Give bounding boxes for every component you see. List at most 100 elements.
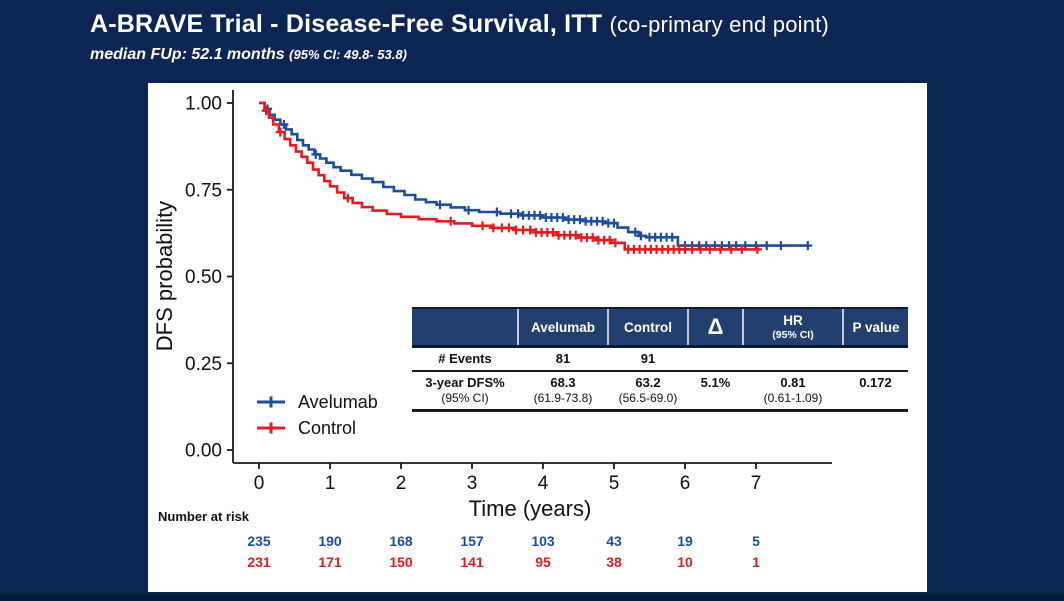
- censor-mark-avelumab: [636, 231, 646, 241]
- results-header-blank: [412, 307, 518, 348]
- results-header-delta: Δ: [687, 307, 743, 348]
- censor-mark-avelumab: [598, 216, 608, 226]
- title-paren: (co-primary end point): [609, 12, 830, 37]
- risk-count-control: 141: [460, 554, 484, 570]
- x-tick-label: 2: [396, 473, 407, 494]
- risk-count-avelumab: 168: [389, 533, 413, 549]
- subtitle-paren: (95% CI: 49.8- 53.8): [289, 47, 407, 62]
- censor-mark-control: [488, 223, 498, 233]
- y-tick-label: 0.75: [185, 180, 222, 201]
- dfs-hr: 0.81 (0.61-1.09): [743, 371, 843, 411]
- censor-mark-avelumab: [575, 215, 585, 225]
- chart-legend: Avelumab Control: [255, 389, 378, 441]
- number-at-risk-title: Number at risk: [158, 509, 250, 524]
- censor-mark-avelumab: [279, 120, 289, 129]
- km-survival-chart: 0 1 2 3 4 5 6 7 0.00 0.25 0.50 0.75 1.00 Time (years)…: [152, 90, 832, 521]
- empty-cell: [688, 346, 743, 372]
- dfs-avelumab-ci: (61.9-73.8): [533, 391, 593, 405]
- censor-mark-control: [610, 238, 620, 248]
- censor-mark-avelumab: [776, 241, 786, 251]
- censor-mark-control: [571, 230, 581, 240]
- results-header-avelumab: Avelumab: [517, 307, 608, 348]
- censor-mark-avelumab: [311, 149, 321, 159]
- censor-mark-avelumab: [558, 213, 568, 222]
- hr-ci-label: (95% CI): [772, 329, 814, 341]
- risk-count-control: 10: [677, 554, 693, 570]
- censor-mark-avelumab: [535, 210, 545, 220]
- risk-count-avelumab: 157: [460, 533, 484, 549]
- results-header-pvalue: P value: [842, 307, 908, 348]
- empty-cell: [743, 346, 843, 372]
- censor-mark-control: [548, 227, 558, 237]
- risk-count-avelumab: 43: [606, 533, 622, 549]
- km-plot-panel: 0 1 2 3 4 5 6 7 0.00 0.25 0.50 0.75 1.00 Time (years)…: [148, 83, 927, 592]
- censor-mark-control: [275, 127, 285, 137]
- risk-row-control: 231 171 150 141 95 38 10 1: [148, 554, 927, 571]
- results-row-events: # Events 81 91: [412, 346, 908, 372]
- legend-label-avelumab: Avelumab: [298, 391, 378, 412]
- legend-item-control: Control: [255, 415, 378, 441]
- slide-bottom-strip: [0, 594, 1064, 601]
- title-main: A-BRAVE Trial - Disease-Free Survival, I…: [90, 10, 603, 38]
- risk-count-avelumab: 5: [752, 533, 760, 549]
- censor-mark-control: [737, 244, 747, 254]
- empty-cell: [843, 346, 908, 372]
- results-header-row: Avelumab Control Δ HR (95% CI) P value: [412, 307, 908, 348]
- risk-count-control: 38: [606, 554, 622, 570]
- y-tick-label: 0.00: [185, 441, 222, 462]
- dfs-avelumab-value: 68.3: [550, 375, 576, 390]
- censor-mark-control: [343, 193, 353, 203]
- dfs-control-ci: (56.5-69.0): [618, 391, 678, 405]
- subtitle-main: median FUp: 52.1 months: [90, 46, 285, 63]
- dfs-avelumab: 68.3 (61.9-73.8): [518, 371, 608, 411]
- censor-mark-control: [261, 106, 271, 116]
- x-axis-title: Time (years): [469, 496, 592, 521]
- censor-mark-control: [446, 216, 456, 226]
- censor-mark-control: [726, 244, 736, 254]
- x-tick-label: 1: [325, 473, 336, 494]
- censor-mark-avelumab: [464, 205, 473, 215]
- dfs-pvalue: 0.172: [859, 375, 892, 390]
- dfs-delta: 5.1%: [700, 375, 731, 390]
- censor-mark-control: [605, 235, 615, 245]
- censor-mark-avelumab: [492, 207, 502, 217]
- risk-count-control: 231: [247, 554, 271, 570]
- dfs-label-sub: (95% CI): [441, 391, 489, 405]
- x-tick-label: 0: [254, 473, 265, 494]
- risk-count-avelumab: 235: [247, 533, 271, 549]
- risk-count-control: 1: [752, 554, 760, 570]
- censor-mark-avelumab: [609, 218, 619, 228]
- risk-count-control: 150: [389, 554, 413, 570]
- results-header-hr: HR (95% CI): [742, 307, 843, 348]
- x-tick-label: 5: [609, 473, 620, 494]
- y-tick-label: 0.50: [185, 267, 222, 288]
- censor-mark-avelumab: [762, 241, 772, 251]
- risk-count-control: 171: [318, 554, 342, 570]
- risk-count-avelumab: 190: [318, 533, 342, 549]
- events-control: 91: [608, 346, 688, 372]
- x-tick-label: 6: [680, 473, 691, 494]
- dfs-label-main: 3-year DFS%: [425, 375, 505, 390]
- results-row-3yr-dfs: 3-year DFS% (95% CI) 68.3 (61.9-73.8) 63…: [412, 371, 908, 411]
- y-tick-label: 0.25: [185, 354, 222, 375]
- censor-mark-control: [696, 244, 706, 254]
- hr-label: HR: [783, 313, 803, 328]
- censor-mark-avelumab: [667, 232, 677, 242]
- page-subtitle: median FUp: 52.1 months (95% CI: 49.8- 5…: [90, 46, 829, 64]
- dfs-hr-ci: (0.61-1.09): [763, 391, 823, 405]
- x-tick-label: 7: [751, 473, 762, 494]
- dfs-hr-value: 0.81: [780, 375, 806, 390]
- slide-header: A-BRAVE Trial - Disease-Free Survival, I…: [90, 10, 829, 64]
- censor-mark-control: [478, 221, 488, 231]
- risk-count-control: 95: [535, 554, 551, 570]
- censor-mark-avelumab: [630, 227, 640, 237]
- y-axis-title: DFS probability: [152, 201, 177, 351]
- dfs-label: 3-year DFS% (95% CI): [412, 371, 518, 411]
- results-header-control: Control: [607, 307, 688, 348]
- control-line-marker-icon: [257, 422, 285, 434]
- censor-mark-avelumab: [513, 209, 523, 219]
- legend-label-control: Control: [298, 417, 357, 438]
- y-tick-label: 1.00: [185, 94, 222, 115]
- censor-mark-control: [588, 233, 598, 243]
